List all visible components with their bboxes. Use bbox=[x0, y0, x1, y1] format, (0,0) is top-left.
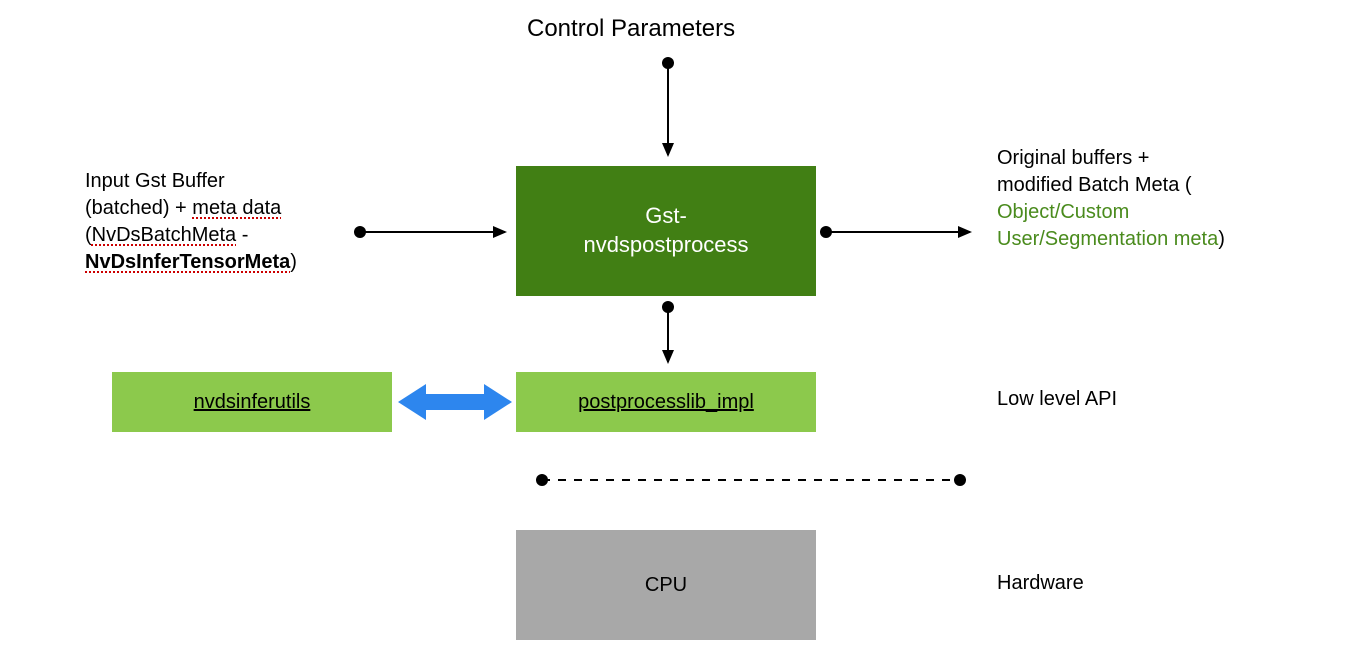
output-line2: modified Batch Meta ( bbox=[997, 172, 1225, 199]
postprocesslib-box: postprocesslib_impl bbox=[516, 372, 816, 432]
control-parameters-label: Control Parameters bbox=[527, 15, 735, 43]
input-line3: (NvDsBatchMeta - bbox=[85, 222, 297, 249]
cpu-box: CPU bbox=[516, 530, 816, 640]
hardware-label: Hardware bbox=[997, 572, 1084, 595]
input-line2: (batched) + meta data bbox=[85, 195, 297, 222]
nvdsinferutils-label: nvdsinferutils bbox=[194, 391, 311, 414]
edge-dashed-separator bbox=[536, 474, 966, 486]
output-line4: User/Segmentation meta) bbox=[997, 226, 1225, 253]
output-label: Original buffers + modified Batch Meta (… bbox=[997, 145, 1225, 253]
input-label: Input Gst Buffer (batched) + meta data (… bbox=[85, 168, 297, 276]
control-parameters-text: Control Parameters bbox=[527, 15, 735, 42]
input-line1: Input Gst Buffer bbox=[85, 168, 297, 195]
edge-main-to-output bbox=[820, 226, 970, 238]
main-box-gst-nvdspostprocess: Gst- nvdspostprocess bbox=[516, 166, 816, 296]
main-box-label: Gst- nvdspostprocess bbox=[583, 202, 748, 259]
edge-main-to-lib bbox=[662, 301, 674, 362]
postprocesslib-label: postprocesslib_impl bbox=[578, 391, 754, 414]
output-line3: Object/Custom bbox=[997, 199, 1225, 226]
edge-blue-bidirectional bbox=[398, 384, 512, 420]
output-line1: Original buffers + bbox=[997, 145, 1225, 172]
low-level-api-label: Low level API bbox=[997, 388, 1117, 411]
edge-input-to-main bbox=[354, 226, 505, 238]
cpu-label: CPU bbox=[645, 574, 687, 597]
nvdsinferutils-box: nvdsinferutils bbox=[112, 372, 392, 432]
edge-control-to-main bbox=[662, 57, 674, 155]
input-line4: NvDsInferTensorMeta) bbox=[85, 249, 297, 276]
